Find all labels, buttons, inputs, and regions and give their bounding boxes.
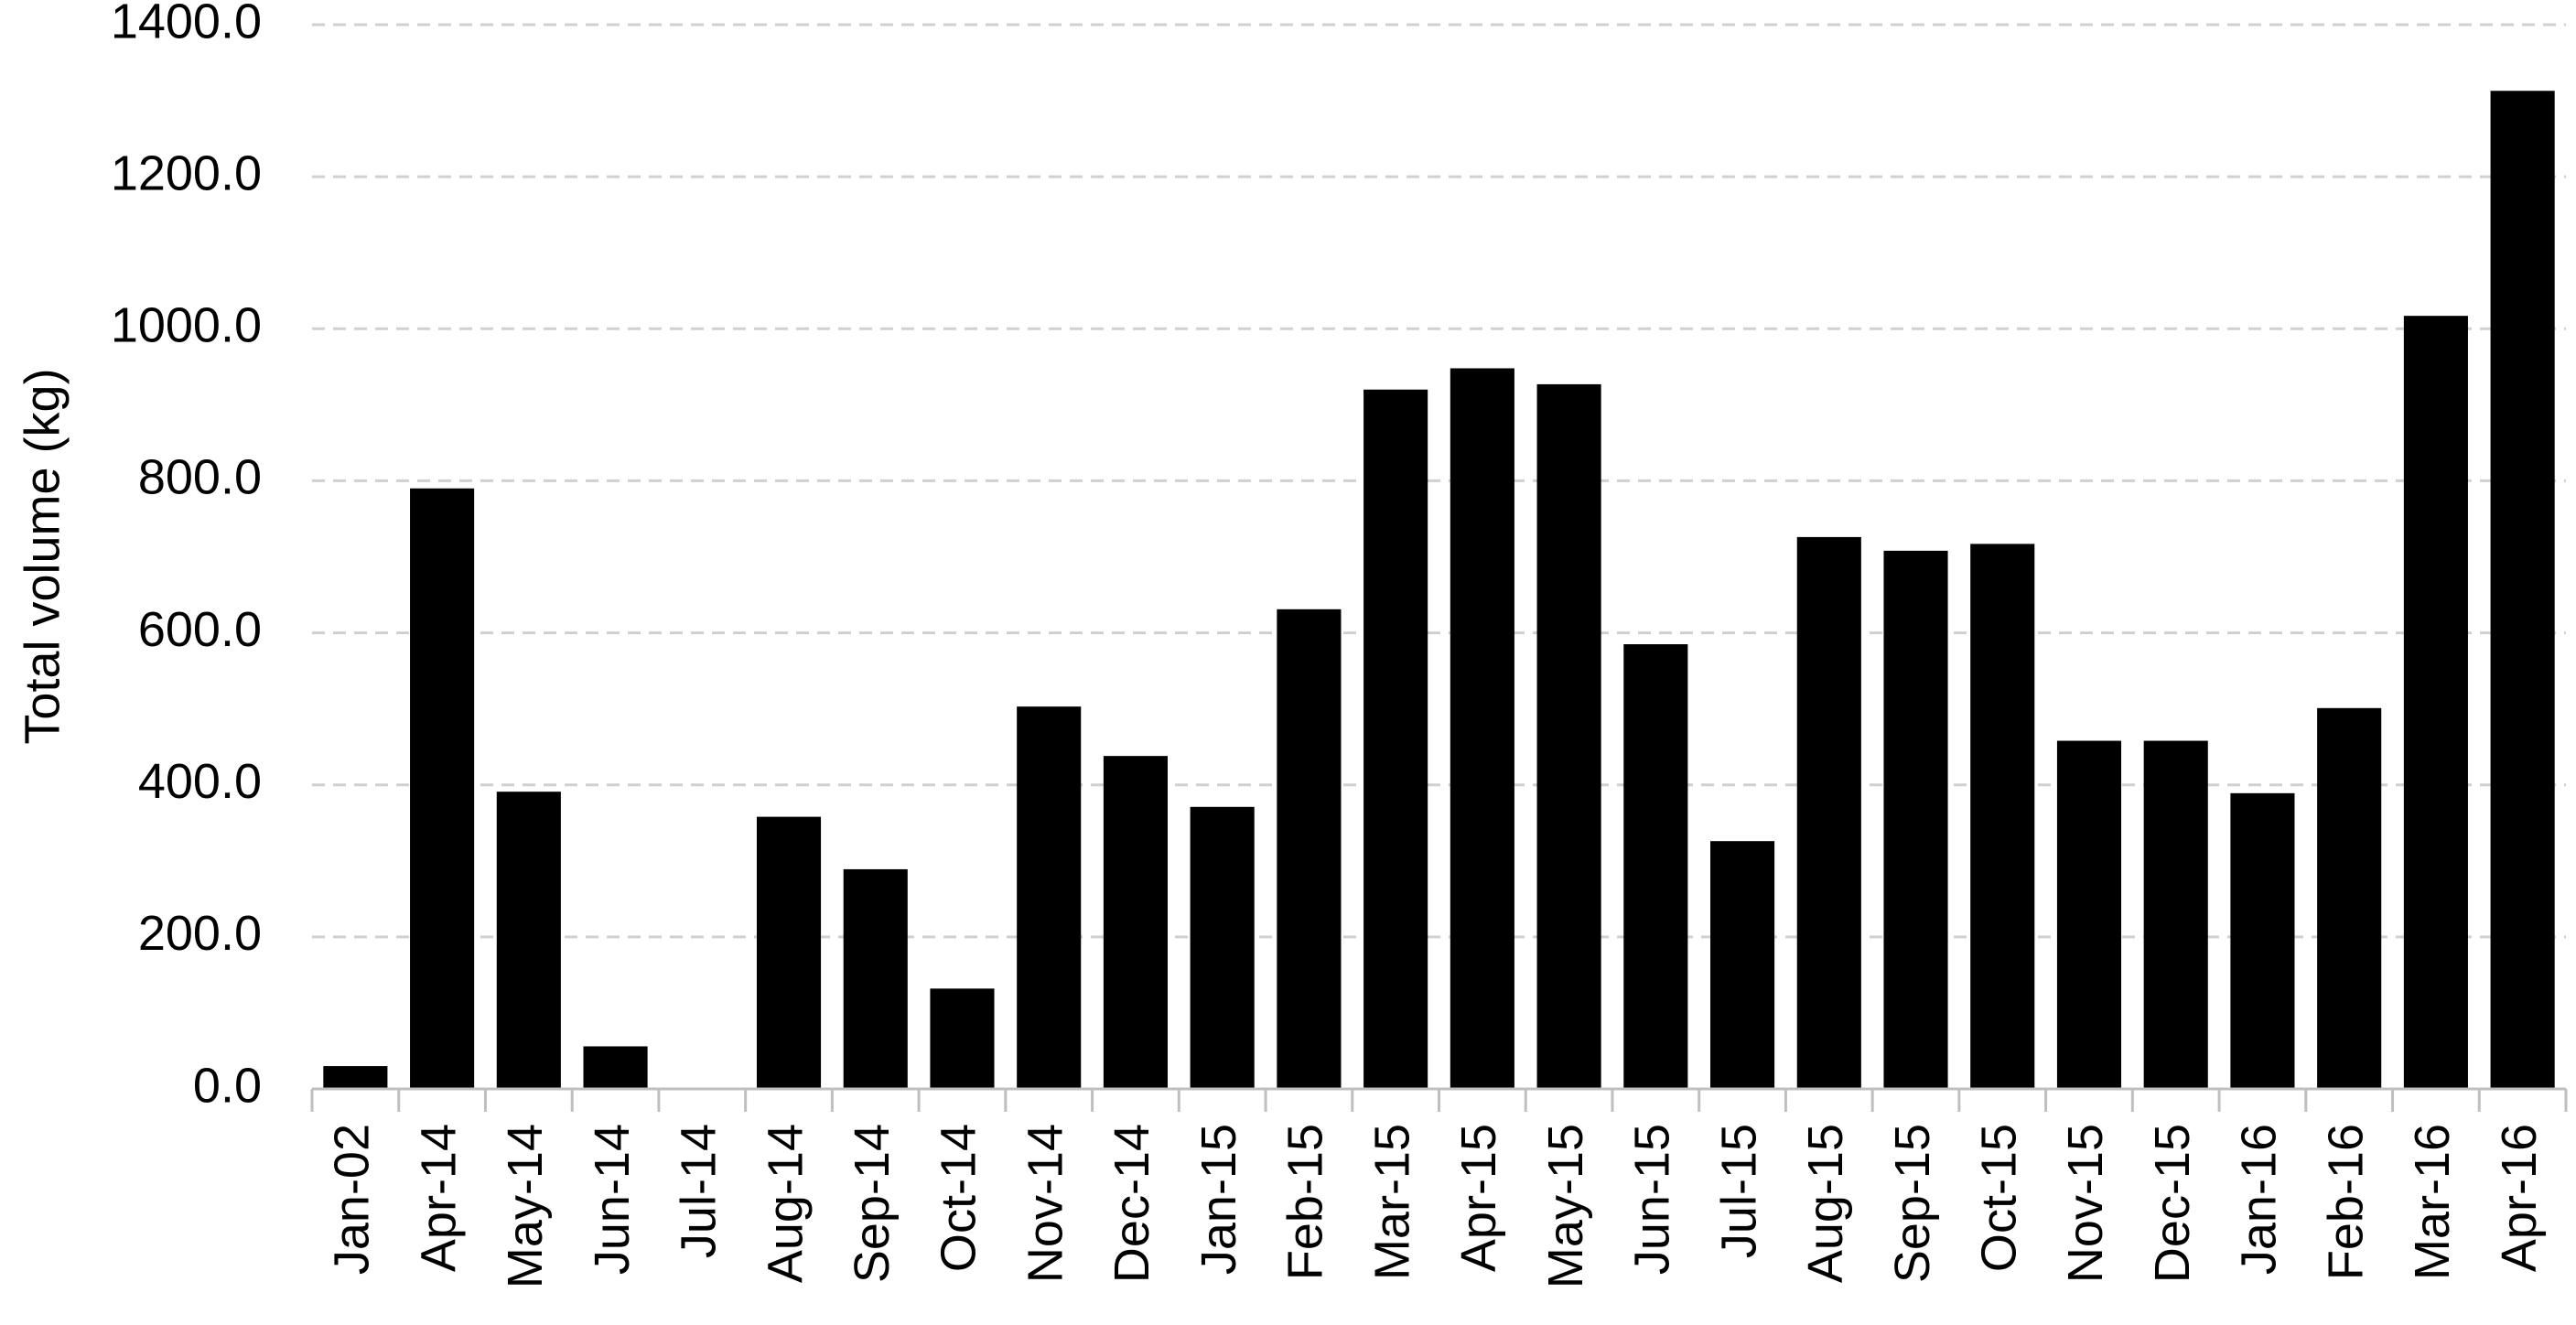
- bar: [496, 792, 561, 1089]
- x-tick-label: Jun-14: [585, 1124, 640, 1275]
- x-tick-label: Dec-14: [1105, 1124, 1159, 1283]
- x-tick-label: Mar-16: [2405, 1124, 2460, 1280]
- y-tick-label: 200.0: [138, 906, 262, 961]
- x-tick-label: Feb-16: [2318, 1124, 2373, 1280]
- bar: [843, 868, 908, 1089]
- x-tick-label: Nov-15: [2058, 1124, 2113, 1283]
- x-tick-label: Aug-15: [1798, 1124, 1853, 1283]
- y-tick-label: 1400.0: [111, 0, 262, 48]
- y-axis-label: Total volume (kg): [15, 368, 70, 744]
- x-tick-label: Nov-14: [1018, 1124, 1072, 1283]
- bar: [1970, 544, 2035, 1089]
- bar: [1363, 389, 1428, 1089]
- bar: [1103, 756, 1168, 1089]
- x-tick-label: Sep-14: [845, 1124, 900, 1283]
- bar: [2056, 740, 2122, 1089]
- x-tick-label: Feb-15: [1278, 1124, 1333, 1280]
- bar: [2490, 91, 2555, 1090]
- bar: [1623, 644, 1688, 1089]
- x-tick-label: Jun-15: [1625, 1124, 1680, 1275]
- bar: [323, 1066, 388, 1089]
- bar: [1277, 609, 1342, 1089]
- x-tick-label: Apr-16: [2492, 1124, 2547, 1272]
- x-tick-label: Jan-15: [1191, 1124, 1246, 1275]
- bar: [756, 816, 822, 1089]
- x-tick-label: Aug-14: [758, 1124, 813, 1283]
- bar: [1710, 841, 1775, 1089]
- bar: [1536, 383, 1601, 1089]
- bar: [930, 988, 995, 1089]
- y-tick-label: 1200.0: [111, 145, 262, 200]
- x-tick-label: May-14: [498, 1124, 553, 1288]
- x-tick-label: Apr-14: [411, 1124, 466, 1272]
- bar: [2143, 740, 2208, 1089]
- x-tick-label: Sep-15: [1885, 1124, 1940, 1283]
- bar: [1450, 368, 1514, 1089]
- x-tick-label: Oct-15: [1972, 1124, 2027, 1272]
- x-tick-label: Jul-14: [672, 1124, 727, 1258]
- y-tick-label: 0.0: [193, 1058, 262, 1113]
- y-tick-label: 1000.0: [111, 298, 262, 353]
- x-tick-label: Apr-15: [1451, 1124, 1506, 1272]
- bar: [1883, 550, 1948, 1089]
- bar: [583, 1046, 648, 1089]
- x-tick-label: Mar-15: [1364, 1124, 1419, 1280]
- x-tick-label: Oct-14: [932, 1124, 986, 1272]
- x-tick-label: May-15: [1538, 1124, 1593, 1288]
- x-tick-label: Jan-16: [2232, 1124, 2287, 1275]
- y-tick-label: 400.0: [138, 754, 262, 809]
- bar: [410, 488, 475, 1089]
- bar: [2317, 707, 2382, 1089]
- bar: [1017, 706, 1082, 1089]
- x-tick-label: Dec-15: [2145, 1124, 2200, 1283]
- x-tick-label: Jul-15: [1711, 1124, 1766, 1258]
- bar: [2403, 316, 2468, 1089]
- bar: [2230, 792, 2295, 1089]
- bar: [1796, 536, 1861, 1089]
- y-tick-label: 600.0: [138, 602, 262, 657]
- x-tick-label: Jan-02: [325, 1124, 380, 1275]
- bar: [1190, 806, 1255, 1089]
- y-tick-label: 800.0: [138, 450, 262, 505]
